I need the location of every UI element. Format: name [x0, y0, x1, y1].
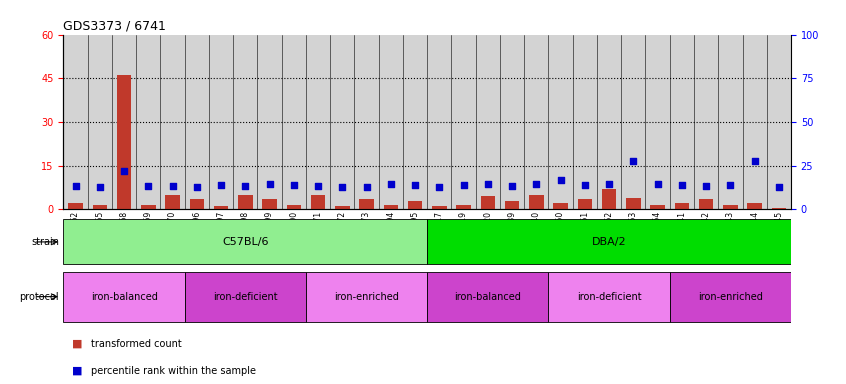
Bar: [674, 204, 689, 209]
Point: [384, 181, 398, 187]
Point: [651, 181, 664, 187]
Bar: [548, 271, 670, 322]
Point: [457, 182, 470, 188]
Bar: [578, 199, 592, 209]
Text: iron-balanced: iron-balanced: [91, 291, 157, 302]
Point: [69, 183, 82, 189]
Point: [287, 182, 300, 188]
Bar: [553, 204, 568, 209]
Point: [118, 168, 131, 174]
Point: [360, 184, 373, 190]
Point: [141, 183, 155, 189]
Bar: [432, 206, 447, 209]
Bar: [165, 195, 180, 209]
Point: [93, 184, 107, 190]
Text: C57BL/6: C57BL/6: [222, 237, 268, 247]
Bar: [63, 271, 184, 322]
Bar: [360, 199, 374, 209]
Point: [432, 184, 446, 190]
Point: [675, 182, 689, 188]
Bar: [427, 220, 791, 264]
Text: iron-enriched: iron-enriched: [698, 291, 763, 302]
Point: [505, 183, 519, 189]
Text: ■: ■: [72, 366, 82, 376]
Point: [602, 181, 616, 187]
Point: [166, 183, 179, 189]
Bar: [481, 196, 495, 209]
Bar: [63, 220, 427, 264]
Point: [263, 181, 277, 187]
Point: [627, 158, 640, 164]
Bar: [92, 205, 107, 209]
Point: [554, 177, 568, 184]
Point: [481, 181, 495, 187]
Bar: [626, 198, 640, 209]
Bar: [456, 205, 471, 209]
Point: [700, 183, 713, 189]
Point: [409, 182, 422, 188]
Bar: [772, 208, 786, 209]
Point: [336, 184, 349, 190]
Text: transformed count: transformed count: [91, 339, 181, 349]
Text: strain: strain: [31, 237, 59, 247]
Text: iron-balanced: iron-balanced: [454, 291, 521, 302]
Bar: [505, 200, 519, 209]
Bar: [747, 204, 762, 209]
Point: [578, 182, 591, 188]
Bar: [529, 195, 544, 209]
Bar: [214, 206, 228, 209]
Bar: [335, 206, 349, 209]
Text: DBA/2: DBA/2: [592, 237, 626, 247]
Point: [530, 181, 543, 187]
Point: [311, 183, 325, 189]
Point: [239, 183, 252, 189]
Bar: [602, 189, 617, 209]
Point: [772, 184, 786, 190]
Text: iron-deficient: iron-deficient: [577, 291, 641, 302]
Bar: [310, 195, 326, 209]
Bar: [69, 204, 83, 209]
Text: protocol: protocol: [19, 291, 59, 302]
Bar: [117, 75, 131, 209]
Point: [190, 184, 204, 190]
Bar: [262, 199, 277, 209]
Bar: [383, 205, 398, 209]
Point: [214, 182, 228, 188]
Text: percentile rank within the sample: percentile rank within the sample: [91, 366, 255, 376]
Bar: [427, 271, 548, 322]
Text: GDS3373 / 6741: GDS3373 / 6741: [63, 19, 167, 32]
Bar: [670, 271, 791, 322]
Bar: [190, 199, 204, 209]
Text: ■: ■: [72, 339, 82, 349]
Text: iron-enriched: iron-enriched: [334, 291, 399, 302]
Bar: [287, 205, 301, 209]
Point: [723, 182, 737, 188]
Point: [748, 158, 761, 164]
Bar: [723, 205, 738, 209]
Bar: [306, 271, 427, 322]
Bar: [141, 205, 156, 209]
Text: iron-deficient: iron-deficient: [213, 291, 277, 302]
Bar: [699, 199, 713, 209]
Bar: [408, 200, 422, 209]
Bar: [651, 205, 665, 209]
Bar: [238, 195, 253, 209]
Bar: [184, 271, 306, 322]
